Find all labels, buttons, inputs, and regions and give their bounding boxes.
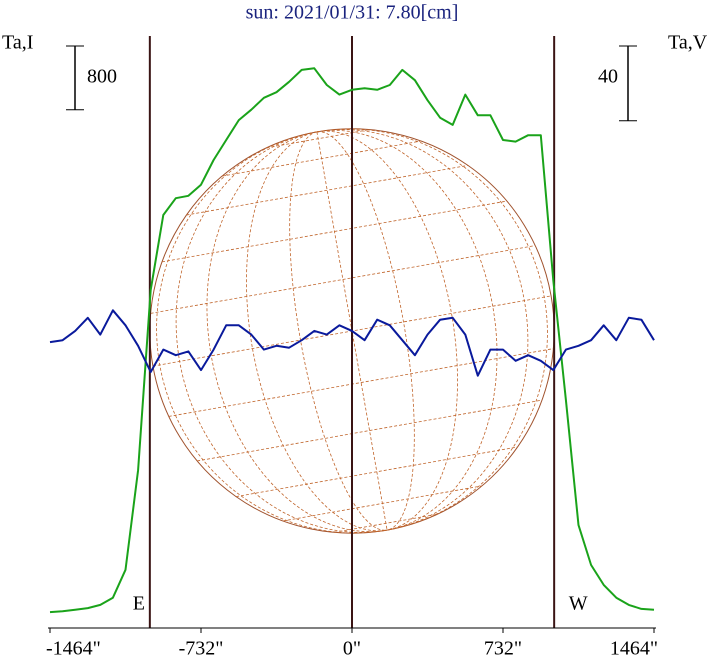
latitude-line	[168, 348, 554, 417]
latitude-line	[282, 485, 483, 522]
latitude-line	[186, 165, 469, 216]
meridian-line	[316, 129, 529, 531]
y2-axis-label: Ta,V	[668, 32, 708, 54]
scale-bar-label: 40	[598, 66, 618, 88]
latitude-line	[150, 245, 536, 314]
x-tick-label: 1464"	[610, 638, 658, 660]
meridian-line	[316, 131, 415, 531]
solar-globe	[149, 128, 555, 534]
meridian-line	[316, 128, 548, 531]
meridian-line	[156, 131, 388, 534]
x-tick-label: -1464"	[46, 638, 101, 660]
y-axis-label: Ta,I	[2, 32, 33, 54]
x-tick-label: 0"	[343, 638, 361, 660]
data-line	[49, 309, 655, 377]
meridian-line	[246, 131, 388, 532]
scale-bar-label: 800	[87, 66, 117, 88]
x-tick-label: -732"	[179, 638, 224, 660]
meridian-line	[316, 129, 498, 531]
limb-label: E	[133, 593, 145, 615]
chart-title: sun: 2021/01/31: 7.80[cm]	[246, 2, 459, 24]
latitude-line	[197, 399, 543, 462]
meridian-line	[175, 131, 388, 533]
x-tick-label: 732"	[484, 638, 522, 660]
data-line	[49, 67, 655, 614]
latitude-line	[235, 446, 518, 497]
limb-label: W	[569, 593, 588, 615]
meridian-line	[206, 131, 388, 533]
meridian-line	[316, 130, 458, 531]
